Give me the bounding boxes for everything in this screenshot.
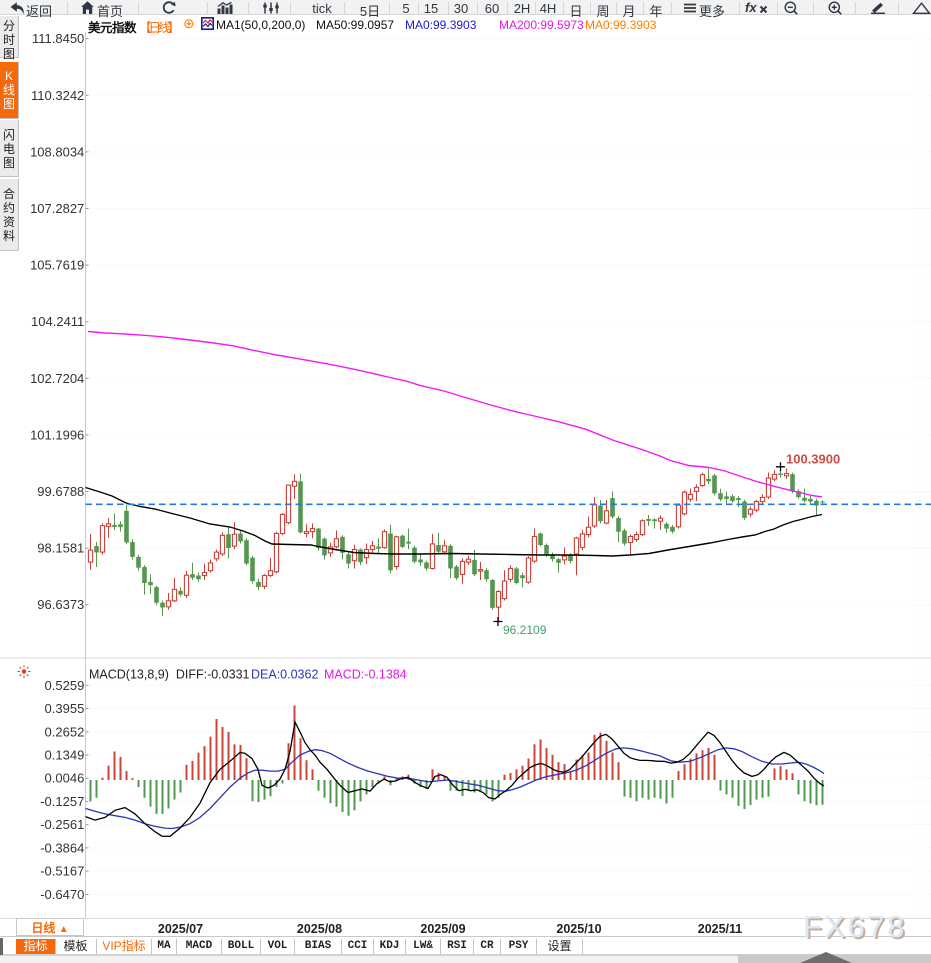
svg-text:110.3242: 110.3242: [31, 88, 84, 103]
svg-text:96.2109: 96.2109: [503, 623, 547, 637]
svg-text:-0.3864: -0.3864: [40, 840, 84, 855]
svg-text:0.5259: 0.5259: [45, 678, 85, 693]
svg-text:-0.5167: -0.5167: [40, 864, 84, 879]
svg-text:107.2827: 107.2827: [30, 201, 84, 216]
svg-text:111.8450: 111.8450: [32, 31, 84, 46]
svg-text:-0.6470: -0.6470: [40, 887, 84, 902]
svg-text:0.0046: 0.0046: [45, 771, 85, 786]
svg-text:99.6788: 99.6788: [37, 484, 84, 499]
svg-text:-0.1257: -0.1257: [40, 794, 84, 809]
svg-text:98.1581: 98.1581: [37, 541, 84, 556]
svg-text:0.3955: 0.3955: [45, 701, 85, 716]
svg-text:102.7204: 102.7204: [30, 371, 84, 386]
svg-text:100.3900: 100.3900: [786, 452, 840, 467]
svg-text:104.2411: 104.2411: [31, 314, 84, 329]
svg-text:0.1349: 0.1349: [45, 748, 85, 763]
svg-text:108.8034: 108.8034: [30, 144, 84, 159]
svg-text:105.7619: 105.7619: [30, 258, 84, 273]
svg-text:DEA:0.0362: DEA:0.0362: [251, 668, 318, 682]
svg-text:0.2652: 0.2652: [45, 724, 85, 739]
svg-text:MACD(13,8,9) DIFF:-0.0331: MACD(13,8,9) DIFF:-0.0331: [89, 668, 250, 682]
svg-text:-0.2561: -0.2561: [40, 817, 84, 832]
svg-text:MACD:-0.1384: MACD:-0.1384: [324, 668, 407, 682]
svg-text:96.6373: 96.6373: [37, 597, 84, 612]
svg-text:101.1996: 101.1996: [30, 427, 84, 442]
